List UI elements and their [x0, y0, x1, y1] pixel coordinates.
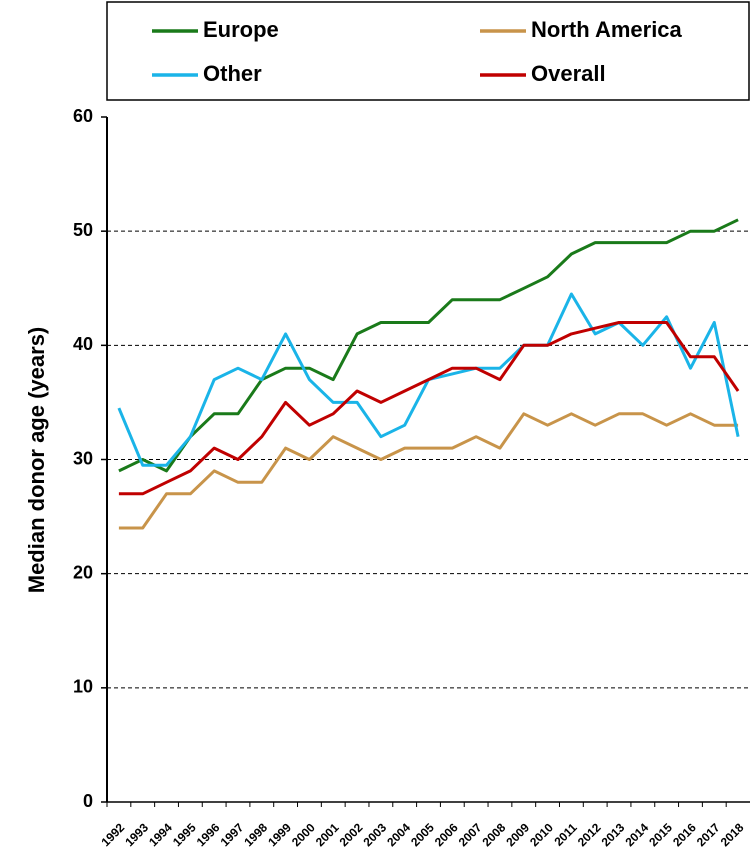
x-tick-label: 2000 — [289, 820, 318, 849]
x-tick-label: 1993 — [122, 820, 151, 849]
y-tick-label: 0 — [83, 791, 93, 811]
y-tick-label: 30 — [73, 448, 93, 468]
x-tick-label: 2016 — [670, 820, 699, 849]
x-tick-label: 1997 — [218, 820, 247, 849]
x-tick-label: 2014 — [622, 820, 651, 849]
x-tick-label: 2017 — [694, 820, 723, 849]
x-tick-label: 1994 — [146, 820, 175, 849]
x-tick-label: 2006 — [432, 820, 461, 849]
y-tick-label: 20 — [73, 562, 93, 582]
y-tick-label: 10 — [73, 677, 93, 697]
x-tick-label: 2011 — [551, 820, 580, 849]
x-tick-label: 1999 — [265, 820, 294, 849]
x-tick-label: 2007 — [456, 820, 485, 849]
legend-label: Europe — [203, 17, 279, 42]
x-tick-label: 2013 — [599, 820, 628, 849]
x-tick-label: 2002 — [337, 820, 366, 849]
x-tick-label: 2015 — [646, 820, 675, 849]
x-tick-label: 2012 — [575, 820, 604, 849]
x-tick-label: 2018 — [718, 820, 747, 849]
legend-box — [106, 1, 750, 101]
series-line — [118, 218, 739, 473]
x-tick-label: 1998 — [241, 820, 270, 849]
x-tick-label: 2001 — [313, 820, 342, 849]
x-tick-label: 1996 — [194, 820, 223, 849]
x-tick-label: 1995 — [170, 820, 199, 849]
y-axis-label: Median donor age (years) — [24, 327, 49, 594]
x-tick-label: 2004 — [384, 820, 413, 849]
legend-label: North America — [531, 17, 683, 42]
legend-label: Overall — [531, 61, 606, 86]
x-tick-label: 2003 — [360, 820, 389, 849]
y-tick-label: 60 — [73, 106, 93, 126]
x-tick-label: 2005 — [408, 820, 437, 849]
x-tick-label: 1992 — [98, 820, 127, 849]
x-tick-label: 2010 — [527, 820, 556, 849]
series-line — [118, 321, 740, 496]
x-tick-label: 2009 — [503, 820, 532, 849]
y-tick-label: 40 — [73, 334, 93, 354]
legend-label: Other — [203, 61, 262, 86]
x-tick-label: 2008 — [480, 820, 509, 849]
series-line — [118, 412, 739, 530]
y-tick-label: 50 — [73, 220, 93, 240]
